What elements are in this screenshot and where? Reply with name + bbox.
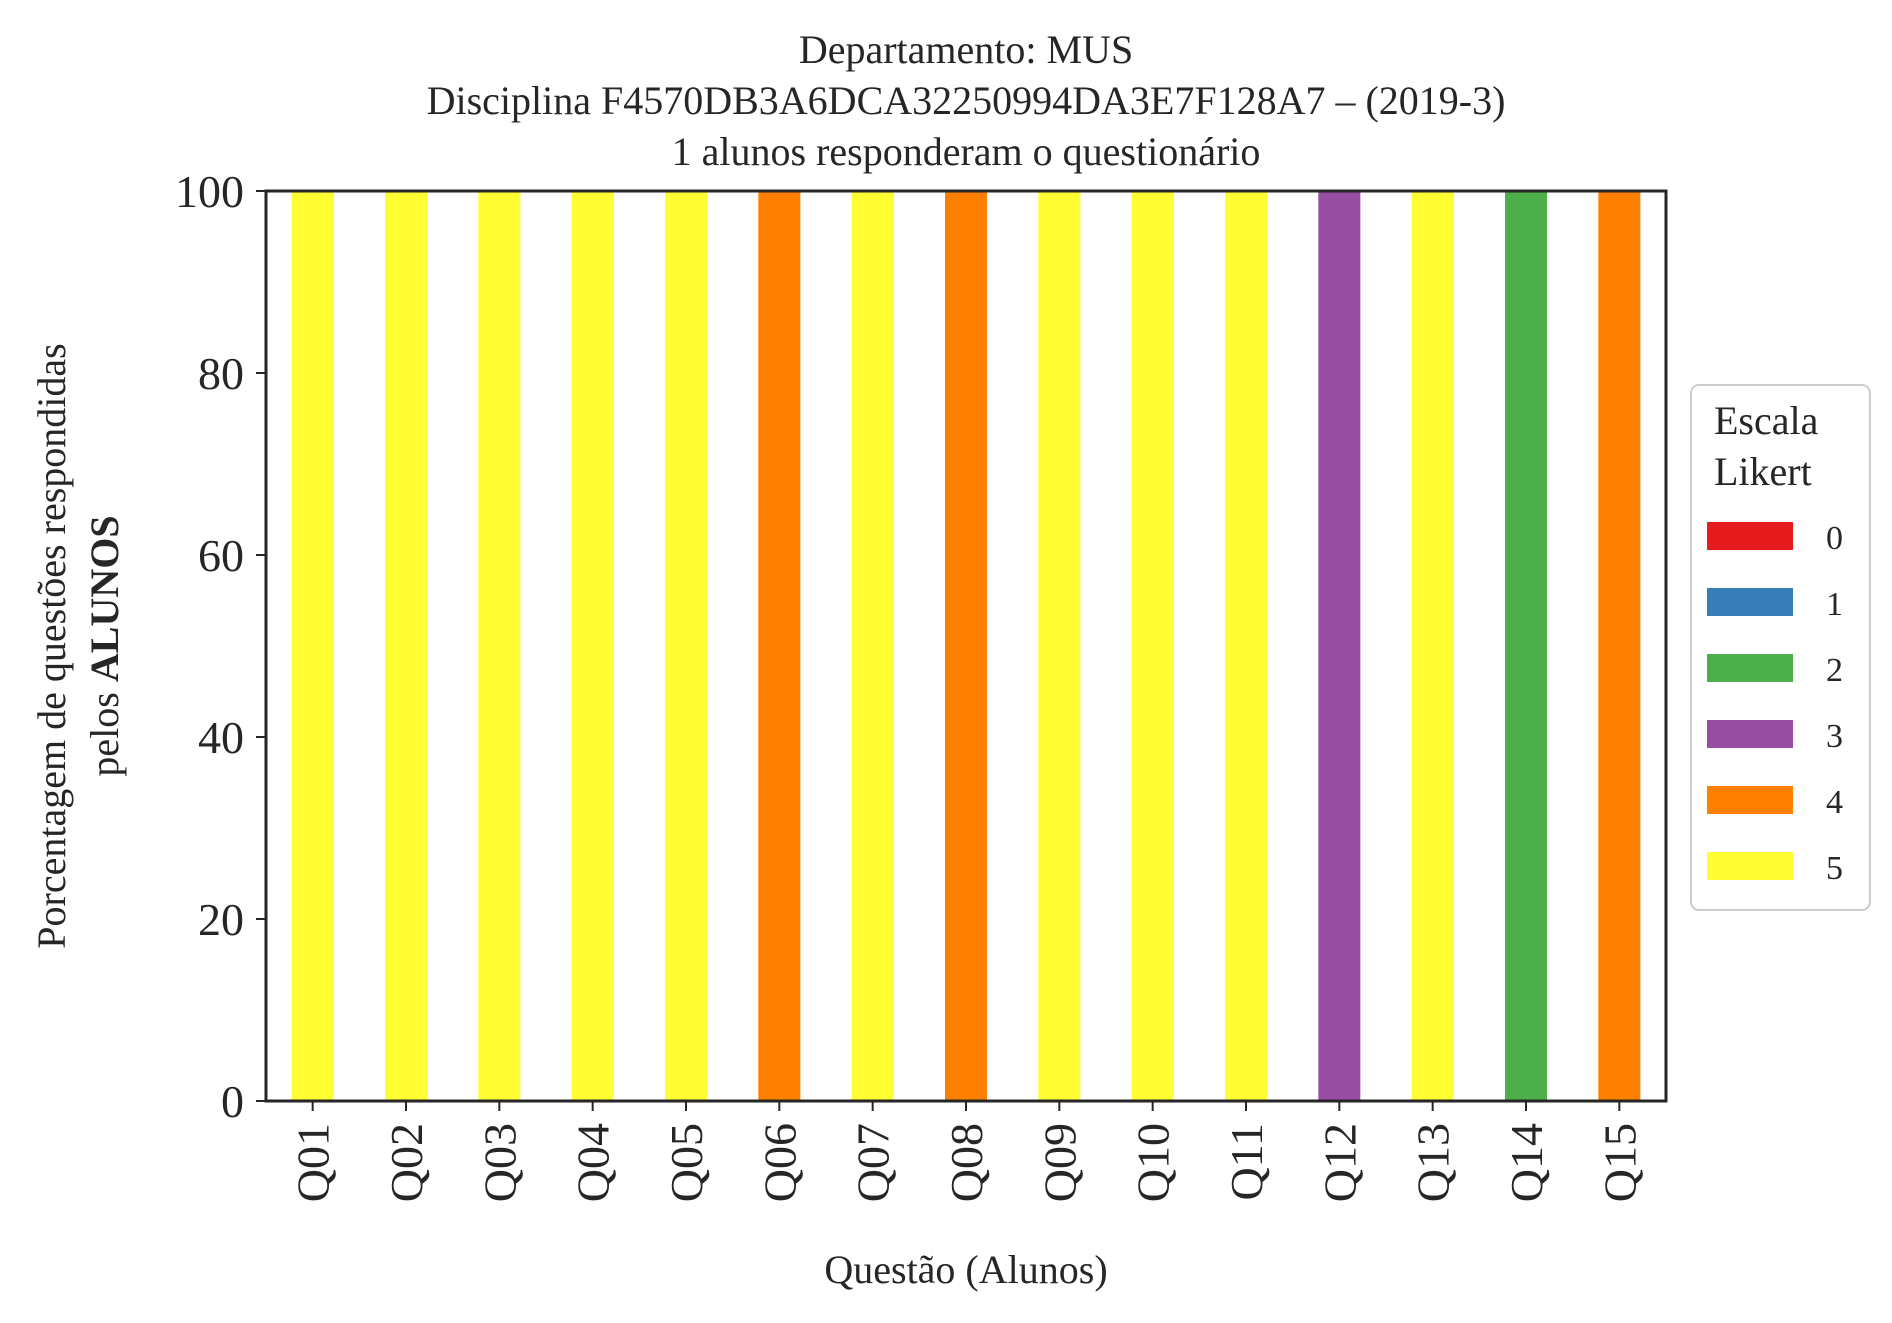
bar-Q02-likert-5 bbox=[385, 191, 427, 1101]
legend-swatch-5 bbox=[1707, 852, 1793, 880]
bar-Q12-likert-3 bbox=[1318, 191, 1361, 1101]
bar-Q09-likert-5 bbox=[1038, 191, 1081, 1101]
bar-Q06-likert-4 bbox=[758, 191, 801, 1101]
bars-group bbox=[291, 191, 1641, 1101]
bar-Q08-likert-4 bbox=[945, 191, 987, 1101]
bar-Q05-likert-5 bbox=[665, 191, 707, 1101]
legend-swatch-2 bbox=[1707, 654, 1793, 682]
bar-Q03-likert-5 bbox=[478, 191, 521, 1101]
bar-Q11-likert-5 bbox=[1225, 191, 1267, 1101]
y-tick-label: 100 bbox=[175, 166, 244, 217]
x-tick-label-Q08: Q08 bbox=[941, 1123, 992, 1202]
legend-label-4: 4 bbox=[1826, 784, 1843, 821]
legend-items: 0 1 2 3 4 5 bbox=[1707, 520, 1843, 887]
y-ticks-group: 0 20 40 60 80 100 bbox=[175, 166, 266, 1127]
plot-frame bbox=[264, 189, 1668, 1103]
bar-Q01-likert-5 bbox=[291, 191, 334, 1101]
legend-label-1: 1 bbox=[1826, 586, 1843, 623]
x-tick-label-Q01: Q01 bbox=[288, 1123, 339, 1202]
legend-swatch-0 bbox=[1707, 522, 1793, 550]
y-tick-label: 40 bbox=[198, 712, 244, 763]
legend-swatch-3 bbox=[1707, 720, 1793, 748]
x-tick-label-Q13: Q13 bbox=[1408, 1123, 1459, 1202]
y-axis-label-line-1: Porcentagem de questões respondidas bbox=[29, 343, 74, 948]
legend-title-line-1: Escala bbox=[1714, 398, 1819, 443]
chart-title-line-2: Disciplina F4570DB3A6DCA32250994DA3E7F12… bbox=[427, 78, 1506, 123]
chart-title-line-1: Departamento: MUS bbox=[799, 27, 1133, 72]
x-tick-label-Q15: Q15 bbox=[1594, 1123, 1645, 1202]
x-tick-label-Q11: Q11 bbox=[1221, 1123, 1272, 1201]
y-tick-label: 60 bbox=[198, 530, 244, 581]
legend-label-0: 0 bbox=[1826, 520, 1843, 557]
x-tick-label-Q07: Q07 bbox=[848, 1123, 899, 1202]
bar-Q04-likert-5 bbox=[571, 191, 614, 1101]
y-tick-label: 80 bbox=[198, 348, 244, 399]
x-tick-label-Q02: Q02 bbox=[381, 1123, 432, 1202]
legend: Escala Likert 0 1 2 3 4 5 bbox=[1690, 384, 1871, 911]
x-axis-label: Questão (Alunos) bbox=[824, 1247, 1107, 1292]
bar-Q13-likert-5 bbox=[1411, 191, 1454, 1101]
x-tick-label-Q03: Q03 bbox=[474, 1123, 525, 1202]
bar-Q14-likert-2 bbox=[1505, 191, 1547, 1101]
legend-swatch-4 bbox=[1707, 786, 1793, 814]
y-axis-label-line-2: pelos ALUNOS bbox=[82, 515, 127, 776]
bar-Q10-likert-5 bbox=[1131, 191, 1174, 1101]
y-tick-label: 0 bbox=[221, 1076, 244, 1127]
legend-box bbox=[1690, 384, 1871, 911]
x-tick-label-Q12: Q12 bbox=[1314, 1123, 1365, 1202]
y-tick-label: 20 bbox=[198, 894, 244, 945]
y-axis-label-prefix: pelos bbox=[82, 682, 127, 776]
bar-Q15-likert-4 bbox=[1598, 191, 1641, 1101]
legend-label-2: 2 bbox=[1826, 652, 1843, 689]
legend-swatch-1 bbox=[1707, 588, 1793, 616]
x-tick-label-Q10: Q10 bbox=[1128, 1123, 1179, 1202]
x-tick-label-Q14: Q14 bbox=[1501, 1123, 1552, 1202]
y-axis-label-bold: ALUNOS bbox=[82, 515, 127, 682]
chart-title-line-3: 1 alunos responderam o questionário bbox=[672, 129, 1261, 174]
legend-title-line-2: Likert bbox=[1714, 449, 1812, 494]
x-tick-label-Q09: Q09 bbox=[1034, 1123, 1085, 1202]
legend-label-5: 5 bbox=[1826, 850, 1843, 887]
x-tick-label-Q06: Q06 bbox=[754, 1123, 805, 1202]
x-tick-label-Q04: Q04 bbox=[568, 1123, 619, 1202]
x-tick-label-Q05: Q05 bbox=[661, 1123, 712, 1202]
x-ticks-group: Q01 Q02 Q03 Q04 Q05 Q06 Q07 Q08 Q09 Q10 Q11 Q12 Q13 Q… bbox=[288, 1101, 1645, 1202]
legend-label-3: 3 bbox=[1826, 718, 1843, 755]
bar-Q07-likert-5 bbox=[851, 191, 894, 1101]
